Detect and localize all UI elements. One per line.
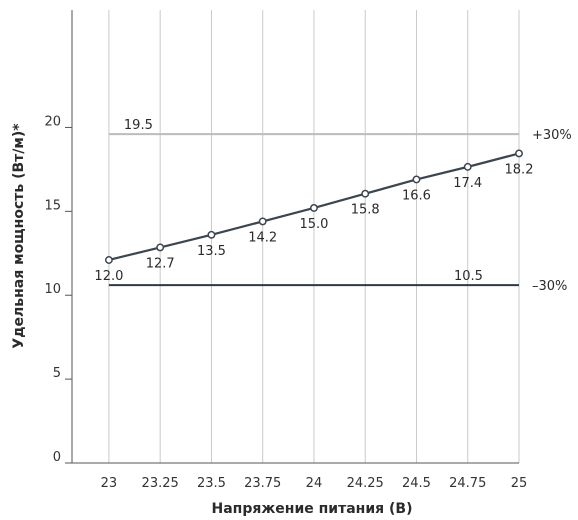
x-tick-label: 23 [101, 476, 118, 491]
data-point [310, 204, 318, 212]
reference-value-label: 19.5 [124, 118, 153, 133]
data-label: 14.2 [248, 230, 277, 245]
grid-lines [108, 10, 520, 463]
y-tick-label: 0 [53, 450, 61, 465]
data-point [258, 217, 267, 226]
data-point [412, 175, 421, 184]
x-tick-labels: 23 23.25 23.5 23.75 24 24.25 24.5 24.75 25 [101, 476, 528, 491]
data-point [156, 243, 165, 252]
y-axis-title: Удельная мощность (Вт/м)* [11, 123, 27, 349]
y-tick-label: 20 [44, 114, 61, 129]
data-label: 12.0 [94, 269, 123, 284]
data-label: 17.4 [453, 176, 482, 191]
data-label: 12.7 [146, 256, 175, 271]
data-point [361, 189, 370, 198]
x-tick-label: 23.75 [244, 476, 281, 491]
x-tick-label: 25 [511, 476, 528, 491]
data-point [104, 256, 113, 264]
reference-percent-label: –30% [532, 279, 567, 294]
x-tick-label: 24 [306, 476, 323, 491]
data-label: 15.8 [351, 203, 380, 218]
data-point [207, 230, 216, 239]
x-axis-title: Напряжение питания (В) [212, 501, 413, 517]
y-tick-label: 10 [44, 282, 61, 297]
reference-lines: 19.5 +30% 10.5 –30% [108, 118, 572, 294]
data-label: 15.0 [299, 217, 328, 232]
data-point [463, 162, 472, 171]
data-label: 16.6 [402, 188, 431, 203]
x-tick-label: 24.75 [449, 476, 486, 491]
axes [65, 10, 519, 464]
series-group: 12.0 12.7 13.5 14.2 15.0 15.8 16.6 17.4 18.2 [94, 149, 534, 284]
y-tick-label: 5 [53, 366, 61, 381]
x-tick-label: 23.25 [142, 476, 179, 491]
reference-percent-label: +30% [532, 128, 572, 143]
data-label: 13.5 [197, 244, 226, 259]
reference-value-label: 10.5 [454, 269, 483, 284]
y-tick-label: 15 [44, 198, 61, 213]
x-tick-label: 24.25 [347, 476, 384, 491]
y-tick-labels: 0 5 10 15 20 [44, 114, 61, 465]
x-tick-label: 23.5 [197, 476, 226, 491]
data-point [515, 149, 523, 158]
data-label: 18.2 [505, 162, 534, 177]
x-tick-label: 24.5 [402, 476, 431, 491]
